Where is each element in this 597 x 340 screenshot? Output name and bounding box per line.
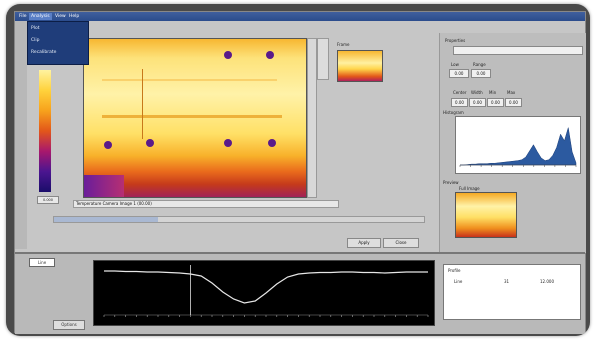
app-window: File Analysis View Help 0.000 Frame Temp…	[14, 11, 586, 334]
heat-band-upper	[102, 79, 277, 81]
histogram-area	[460, 127, 577, 166]
width-label: Width	[471, 90, 483, 95]
histogram-chart	[455, 116, 581, 174]
max-label: Max	[507, 90, 516, 95]
hotspot-marker	[224, 51, 232, 59]
image-status-text: Temperature Camera Image 1 (00.00)	[73, 200, 339, 208]
center-label: Center	[453, 90, 467, 95]
line-profile-chart	[93, 260, 435, 326]
playback-progress[interactable]	[53, 216, 425, 223]
histogram-section-label: Histogram	[443, 110, 464, 115]
menu-file[interactable]: File	[19, 14, 27, 19]
color-scale-label: 0.000	[37, 196, 59, 204]
range-label: Range	[473, 62, 486, 67]
color-scale-bar	[39, 70, 51, 192]
apply-button[interactable]: Apply	[347, 238, 381, 248]
hotspot-marker	[146, 139, 154, 147]
menu-item-recalibrate[interactable]: Recalibrate	[31, 50, 57, 55]
menu-item-clip[interactable]: Clip	[31, 38, 40, 43]
legend-series-count: 31	[504, 279, 510, 284]
hotspot-marker	[268, 139, 276, 147]
thermal-image[interactable]	[83, 38, 307, 198]
properties-header: Properties	[445, 38, 466, 43]
left-toolbar	[15, 21, 27, 249]
profile-type-select[interactable]: Line	[29, 258, 55, 267]
low-field[interactable]: 0.00	[449, 69, 469, 78]
menubar: File Analysis View Help	[15, 12, 585, 21]
max-field[interactable]: 0.00	[505, 98, 522, 107]
cold-region	[84, 175, 124, 197]
progress-fill	[54, 217, 158, 222]
menu-help[interactable]: Help	[69, 14, 80, 19]
min-field[interactable]: 0.00	[487, 98, 504, 107]
image-scrollbar[interactable]	[307, 38, 317, 198]
profile-panel: Line Profile Line 31 12.000 Options	[15, 252, 585, 334]
menu-analysis[interactable]: Analysis	[29, 13, 52, 20]
preview-thumbnail[interactable]	[455, 192, 517, 238]
properties-toolbar[interactable]	[453, 46, 583, 55]
histogram-svg	[459, 127, 577, 167]
menu-view[interactable]: View	[55, 14, 66, 19]
legend-series-value: 12.000	[540, 279, 554, 284]
thumbnail-title: Frame	[337, 42, 350, 47]
line-profile-svg	[103, 265, 429, 317]
preview-section-label: Preview	[443, 180, 459, 185]
image-side-tools[interactable]	[317, 38, 329, 80]
hotspot-marker	[104, 141, 112, 149]
range-field[interactable]: 0.00	[471, 69, 491, 78]
legend-series-name: Line	[454, 279, 463, 284]
crosshair-line[interactable]	[142, 69, 143, 139]
profile-series-line	[104, 270, 428, 304]
menu-item-plot[interactable]: Plot	[31, 26, 40, 31]
close-button[interactable]: Close	[383, 238, 419, 248]
legend-title: Profile	[448, 268, 461, 273]
hotspot-marker	[266, 51, 274, 59]
width-field[interactable]: 0.00	[469, 98, 486, 107]
preview-title: Full Image	[459, 186, 480, 191]
low-label: Low	[451, 62, 459, 67]
hotspot-marker	[224, 139, 232, 147]
min-label: Min	[489, 90, 497, 95]
window-frame: File Analysis View Help 0.000 Frame Temp…	[6, 4, 590, 336]
center-field[interactable]: 0.00	[451, 98, 468, 107]
heat-band-lower	[102, 115, 282, 118]
chart-options-button[interactable]: Options	[53, 320, 85, 330]
frame-thumbnail[interactable]	[337, 50, 383, 82]
analysis-dropdown-menu: Plot Clip Recalibrate	[27, 21, 89, 65]
profile-legend: Profile Line 31 12.000	[443, 264, 581, 320]
